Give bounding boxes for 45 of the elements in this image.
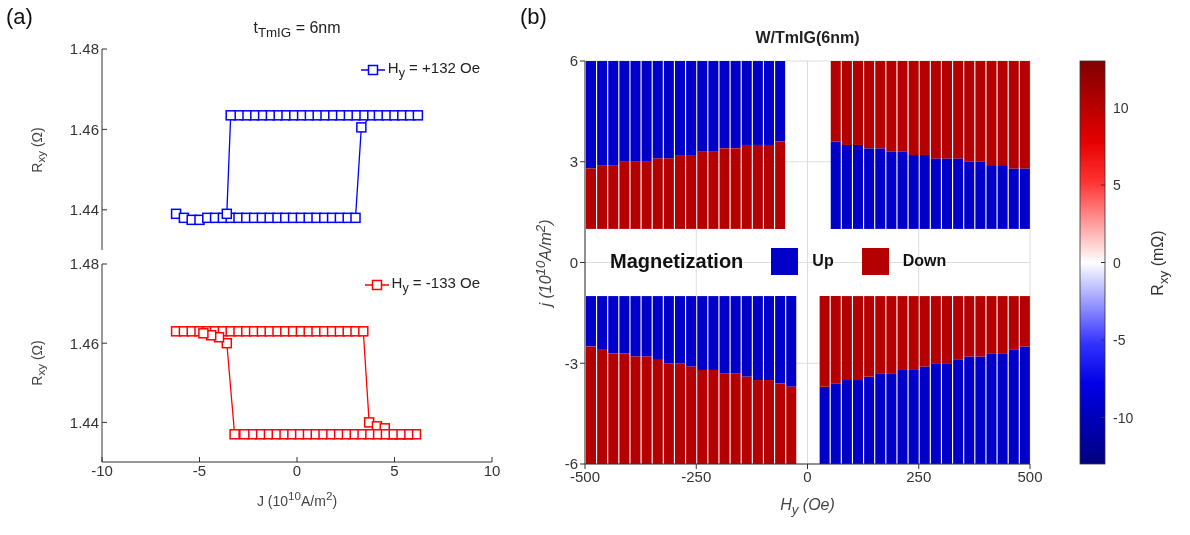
point	[225, 110, 236, 121]
y-tick-label: 1.46	[69, 120, 99, 138]
chart-title: t$_{TmIG}$ = 6nm	[252, 19, 342, 41]
y-tick-label: -6	[564, 455, 578, 473]
y-tick-label: 3	[569, 153, 578, 171]
x-tick-label: -250	[681, 467, 712, 485]
legend-label: Up	[812, 252, 834, 270]
legend-title: Magnetization	[610, 249, 744, 273]
x-tick-label: 0	[803, 467, 812, 485]
point	[229, 429, 240, 440]
color-bar-label: -5	[1113, 332, 1126, 348]
x-axis-title: H$_{y}$ (Oe)	[779, 496, 836, 518]
y-tick-label: 1.44	[69, 413, 99, 431]
chart-title: W/TmIG(6nm)	[754, 29, 861, 47]
x-tick-label: 500	[1017, 467, 1043, 485]
x-tick-label: 250	[906, 467, 932, 485]
x-tick-label: -5	[192, 461, 207, 479]
point	[412, 110, 424, 121]
legend-label: H$_{y}$ = +132 Oe	[387, 59, 480, 80]
x-tick-label: 0	[292, 461, 302, 479]
text: (a)	[6, 4, 33, 30]
y-tick-label: 6	[569, 52, 578, 70]
point	[358, 326, 369, 337]
legend-label: Down	[902, 252, 947, 270]
color-bar-label: 5	[1113, 177, 1121, 193]
text: (b)	[520, 4, 547, 30]
y-tick-label: -3	[564, 354, 578, 372]
x-axis-title: J (10$^{10}$A/m$^{2}$)	[255, 489, 339, 509]
y-tick-label: 0	[569, 253, 578, 271]
color-bar-label: 10	[1113, 99, 1129, 116]
x-tick-label: 5	[390, 461, 399, 479]
color-bar-label: -10	[1113, 409, 1134, 426]
y-tick-label: 1.48	[69, 255, 99, 273]
x-tick-label: 10	[483, 461, 501, 479]
color-bar-label: 0	[1113, 254, 1121, 271]
point	[356, 122, 367, 133]
y-tick-label: 1.44	[69, 201, 99, 219]
x-tick-label: -10	[91, 461, 113, 479]
point	[239, 429, 250, 440]
y-tick-label: 1.46	[69, 334, 99, 352]
legend-label: H$_{y}$ = -133 Oe	[391, 274, 480, 295]
y-tick-label: 1.48	[69, 40, 99, 58]
point	[221, 208, 233, 220]
point	[198, 328, 209, 339]
point	[350, 212, 361, 224]
